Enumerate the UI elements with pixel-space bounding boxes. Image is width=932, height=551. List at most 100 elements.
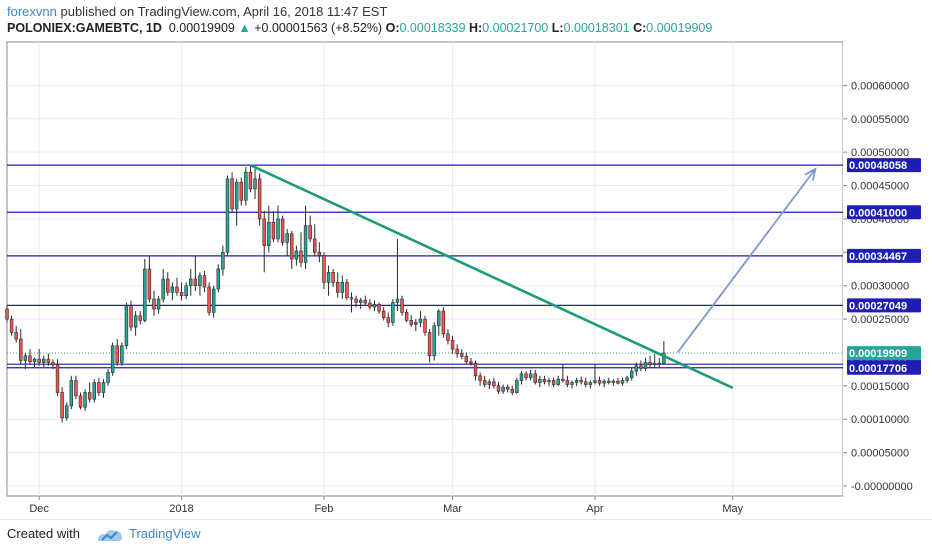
candle-body[interactable] [133, 315, 138, 328]
candle-body[interactable] [510, 388, 514, 393]
candle-body[interactable] [198, 275, 202, 286]
price-axis-area[interactable] [843, 42, 931, 496]
candle-body[interactable] [662, 352, 666, 364]
candle-body[interactable] [643, 362, 648, 369]
candle-body[interactable] [9, 318, 14, 333]
candle-body[interactable] [469, 361, 473, 364]
candle-body[interactable] [46, 358, 51, 363]
candle-body[interactable] [639, 365, 643, 369]
candle-body[interactable] [331, 272, 335, 283]
candle-body[interactable] [285, 233, 289, 243]
candle-body[interactable] [478, 375, 482, 381]
candle-body[interactable] [189, 278, 193, 286]
candle-body[interactable] [450, 340, 455, 350]
projection-arrow-line[interactable] [676, 168, 817, 353]
candle-body[interactable] [92, 382, 96, 400]
candle-body[interactable] [634, 365, 639, 372]
candle-body[interactable] [156, 298, 161, 310]
candle-body[interactable] [87, 392, 92, 400]
candle-body[interactable] [652, 362, 657, 365]
candle-body[interactable] [437, 310, 441, 327]
candle-body[interactable] [455, 348, 459, 355]
candle-body[interactable] [175, 286, 179, 293]
candle-body[interactable] [400, 298, 404, 313]
tradingview-brand-link[interactable]: TradingView [129, 526, 201, 541]
candle-body[interactable] [556, 378, 560, 385]
candle-body[interactable] [51, 362, 55, 365]
candle-body[interactable] [418, 318, 423, 323]
candle-body[interactable] [538, 378, 542, 383]
candle-body[interactable] [616, 380, 620, 384]
candle-body[interactable] [391, 302, 395, 323]
candle-body[interactable] [322, 255, 326, 283]
candle-body[interactable] [381, 310, 386, 319]
candle-body[interactable] [248, 171, 253, 190]
candle-body[interactable] [161, 278, 165, 300]
candle-body[interactable] [193, 278, 198, 286]
candle-body[interactable] [280, 218, 285, 243]
candle-body[interactable] [110, 345, 115, 373]
candle-body[interactable] [487, 381, 492, 385]
symbol-label[interactable]: POLONIEX:GAMEBTC, 1D [7, 21, 162, 35]
candle-body[interactable] [166, 278, 170, 293]
candle-body[interactable] [230, 178, 234, 210]
candle-body[interactable] [620, 380, 625, 384]
candle-body[interactable] [657, 362, 661, 365]
candle-body[interactable] [386, 317, 390, 323]
candle-body[interactable] [441, 310, 446, 335]
candle-body[interactable] [129, 305, 133, 328]
author-name[interactable]: forexvnn [7, 4, 57, 19]
candle-body[interactable] [55, 364, 60, 393]
candle-body[interactable] [225, 178, 230, 253]
candle-body[interactable] [565, 380, 570, 385]
candle-body[interactable] [317, 252, 322, 256]
candle-body[interactable] [561, 378, 565, 381]
candle-body[interactable] [496, 385, 501, 392]
candle-body[interactable] [313, 238, 317, 253]
candle-body[interactable] [358, 300, 363, 303]
candle-body[interactable] [257, 178, 262, 220]
candle-body[interactable] [607, 380, 611, 383]
candle-body[interactable] [14, 332, 18, 340]
candle-body[interactable] [460, 353, 464, 357]
candle-body[interactable] [124, 305, 129, 347]
candle-body[interactable] [482, 380, 487, 385]
candle-body[interactable] [464, 356, 469, 363]
plot-area[interactable] [6, 41, 844, 497]
candle-body[interactable] [143, 268, 147, 321]
candle-body[interactable] [60, 392, 64, 419]
candle-body[interactable] [101, 382, 106, 393]
candle-body[interactable] [207, 286, 211, 313]
candle-body[interactable] [290, 233, 294, 260]
candle-body[interactable] [340, 282, 345, 293]
candle-body[interactable] [395, 298, 400, 303]
candle-body[interactable] [597, 380, 602, 384]
candle-body[interactable] [414, 322, 418, 325]
candle-body[interactable] [120, 345, 124, 363]
candle-body[interactable] [267, 221, 271, 246]
candle-body[interactable] [427, 332, 432, 357]
candle-body[interactable] [505, 386, 510, 390]
candle-body[interactable] [5, 308, 9, 320]
candle-body[interactable] [216, 268, 221, 290]
candle-body[interactable] [83, 392, 87, 408]
candle-body[interactable] [170, 286, 175, 293]
candle-body[interactable] [97, 382, 101, 393]
candle-body[interactable] [368, 302, 372, 308]
candle-body[interactable] [501, 386, 505, 392]
candle-body[interactable] [294, 250, 299, 260]
candle-body[interactable] [345, 282, 349, 299]
candle-body[interactable] [492, 381, 496, 387]
candle-body[interactable] [184, 285, 188, 297]
candle-body[interactable] [363, 300, 368, 304]
tradingview-logo-icon[interactable] [96, 527, 124, 545]
candle-body[interactable] [253, 178, 257, 190]
candle-body[interactable] [138, 315, 142, 321]
candle-body[interactable] [519, 373, 524, 381]
candle-body[interactable] [152, 298, 156, 310]
candle-body[interactable] [299, 250, 303, 263]
candle-body[interactable] [446, 333, 450, 341]
candle-body[interactable] [611, 380, 616, 383]
candle-body[interactable] [336, 282, 340, 293]
candle-body[interactable] [377, 304, 381, 312]
